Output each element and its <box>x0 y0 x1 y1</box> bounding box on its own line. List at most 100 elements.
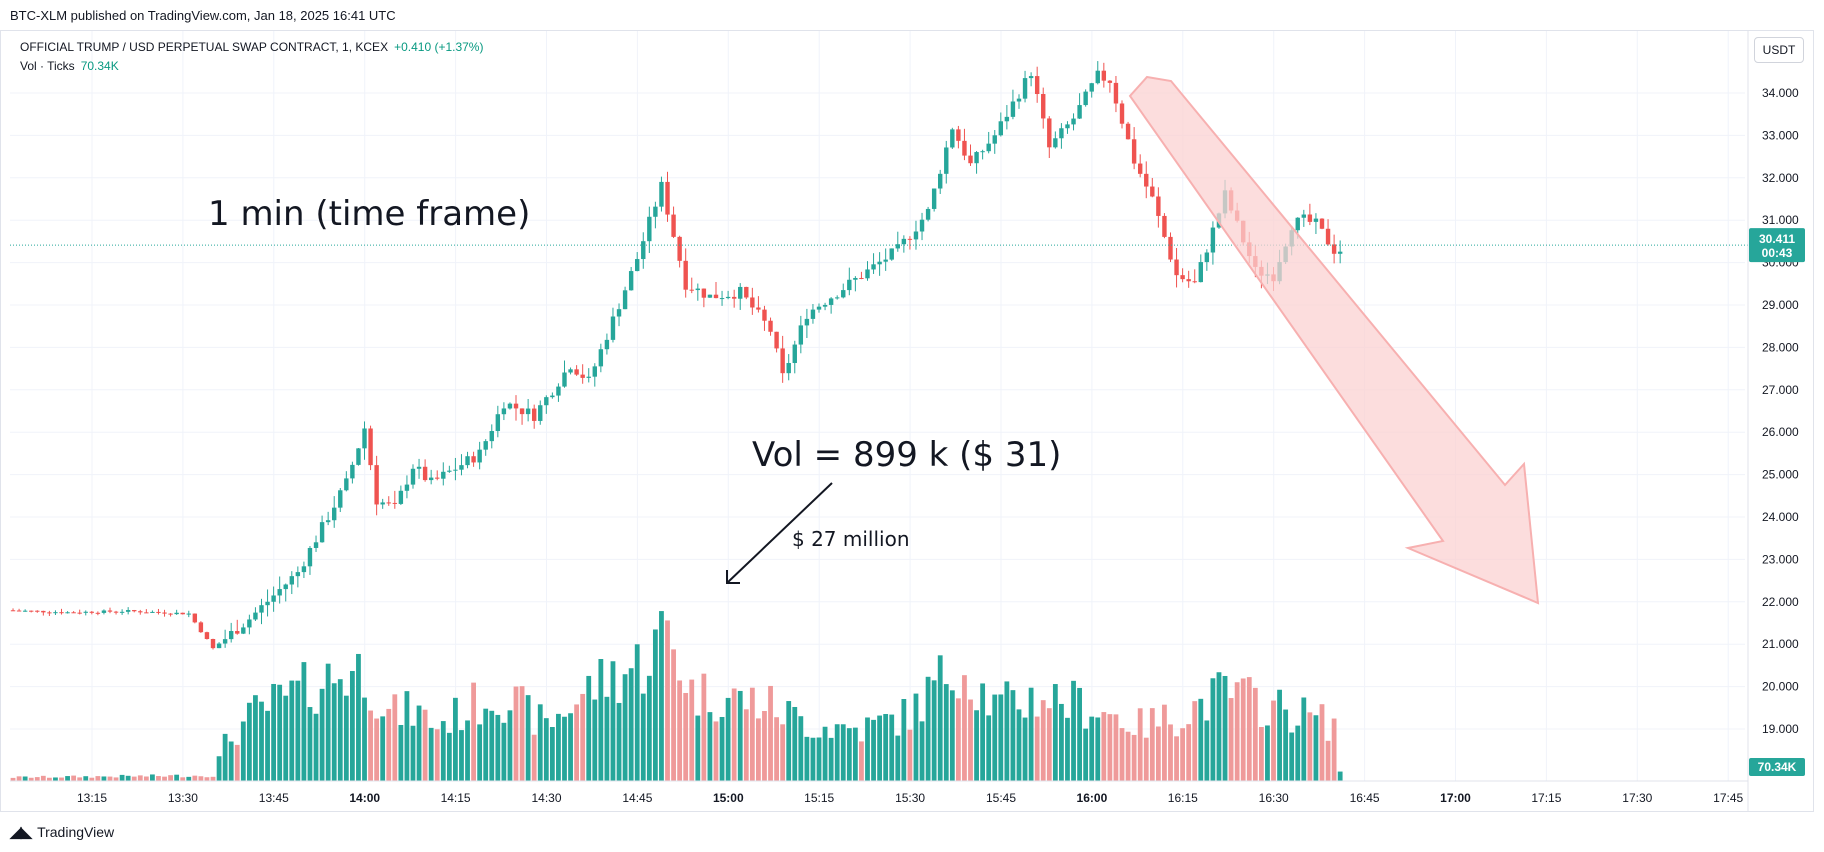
volume-bar[interactable] <box>713 721 719 781</box>
volume-bar[interactable] <box>719 716 725 781</box>
footer-brand[interactable]: ◢◣ TradingView <box>10 823 114 841</box>
volume-bar[interactable] <box>859 741 864 781</box>
volume-bar[interactable] <box>1101 712 1107 781</box>
volume-bar[interactable] <box>1004 681 1010 781</box>
candle[interactable] <box>798 315 804 354</box>
volume-bar[interactable] <box>210 776 216 781</box>
candle[interactable] <box>1192 269 1197 284</box>
volume-bar[interactable] <box>495 714 501 781</box>
volume-bar[interactable] <box>459 730 464 781</box>
volume-bar[interactable] <box>246 702 252 781</box>
volume-bar[interactable] <box>731 688 737 781</box>
candle[interactable] <box>422 459 428 482</box>
candle[interactable] <box>1156 187 1161 228</box>
volume-bar[interactable] <box>349 671 355 781</box>
volume-bar[interactable] <box>525 695 531 781</box>
candle[interactable] <box>283 583 288 602</box>
candle[interactable] <box>313 535 319 552</box>
candle[interactable] <box>1162 213 1167 239</box>
candle[interactable] <box>416 458 422 479</box>
volume-bar[interactable] <box>301 662 307 781</box>
candle[interactable] <box>695 283 701 301</box>
currency-button[interactable]: USDT <box>1754 37 1804 63</box>
candle[interactable] <box>477 441 482 470</box>
candle[interactable] <box>10 608 16 612</box>
candle[interactable] <box>1107 80 1113 93</box>
volume-bar[interactable] <box>756 718 761 781</box>
volume-bar[interactable] <box>507 710 513 781</box>
volume-bar[interactable] <box>1113 714 1119 781</box>
candle[interactable] <box>356 447 361 466</box>
candle[interactable] <box>931 188 937 212</box>
candle[interactable] <box>89 610 95 615</box>
dollar-annotation[interactable]: $ 27 million <box>792 527 910 551</box>
volume-bar[interactable] <box>598 659 604 781</box>
volume-bar[interactable] <box>446 732 452 781</box>
volume-bar[interactable] <box>192 775 198 781</box>
candle[interactable] <box>271 586 276 612</box>
volume-bar[interactable] <box>137 775 143 781</box>
candle[interactable] <box>138 609 143 615</box>
volume-bar[interactable] <box>1204 720 1210 781</box>
candle[interactable] <box>689 277 694 294</box>
volume-bar[interactable] <box>901 699 907 781</box>
volume-bar[interactable] <box>95 776 101 781</box>
volume-bar[interactable] <box>150 774 155 781</box>
volume-bar[interactable] <box>204 777 210 781</box>
candle[interactable] <box>362 421 367 460</box>
volume-bar[interactable] <box>1313 715 1319 781</box>
volume-bar[interactable] <box>937 655 943 781</box>
candle[interactable] <box>277 576 282 604</box>
volume-bar[interactable] <box>992 694 998 781</box>
volume-bar[interactable] <box>780 724 786 781</box>
volume-bar[interactable] <box>1325 740 1331 781</box>
volume-bar[interactable] <box>1046 708 1052 781</box>
candle[interactable] <box>853 276 858 292</box>
candle[interactable] <box>319 515 325 543</box>
candle[interactable] <box>465 451 470 469</box>
candle[interactable] <box>616 303 622 327</box>
volume-bar[interactable] <box>386 708 392 781</box>
volume-bar[interactable] <box>1107 714 1113 781</box>
volume-bar[interactable] <box>695 715 701 781</box>
candle[interactable] <box>980 149 985 160</box>
volume-bar[interactable] <box>380 716 386 781</box>
candle[interactable] <box>435 470 440 481</box>
candle[interactable] <box>235 619 240 635</box>
candle[interactable] <box>950 127 955 149</box>
volume-bar[interactable] <box>83 776 89 781</box>
candle[interactable] <box>459 454 464 476</box>
volume-bar[interactable] <box>1065 717 1070 781</box>
volume-bar[interactable] <box>962 675 967 781</box>
volume-bar[interactable] <box>101 776 107 781</box>
candle[interactable] <box>507 402 513 410</box>
candle[interactable] <box>907 236 913 250</box>
candle[interactable] <box>107 607 113 614</box>
candle[interactable] <box>186 610 191 618</box>
volume-bar[interactable] <box>1222 675 1228 781</box>
candle[interactable] <box>701 288 707 308</box>
volume-bar[interactable] <box>368 710 373 781</box>
volume-bar[interactable] <box>1271 700 1276 781</box>
candle[interactable] <box>101 609 107 615</box>
volume-bar[interactable] <box>1155 726 1161 781</box>
volume-bar[interactable] <box>955 698 961 781</box>
volume-bar[interactable] <box>592 699 598 781</box>
volume-bar[interactable] <box>1234 682 1240 781</box>
volume-bar[interactable] <box>640 693 646 781</box>
volume-bar[interactable] <box>28 777 34 781</box>
volume-bar[interactable] <box>1307 712 1313 781</box>
volume-bar[interactable] <box>477 724 483 781</box>
candle[interactable] <box>301 561 307 579</box>
candle[interactable] <box>738 283 743 310</box>
candle[interactable] <box>962 128 967 161</box>
candle[interactable] <box>344 471 349 492</box>
candle[interactable] <box>150 610 155 613</box>
volume-bar[interactable] <box>913 693 919 781</box>
volume-bar[interactable] <box>198 776 204 781</box>
volume-bar[interactable] <box>628 668 634 781</box>
volume-bar[interactable] <box>398 724 404 781</box>
volume-bar[interactable] <box>174 774 180 781</box>
volume-bar[interactable] <box>828 737 834 781</box>
volume-bar[interactable] <box>907 729 913 781</box>
